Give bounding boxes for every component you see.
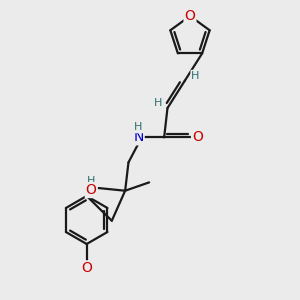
Text: H: H — [191, 71, 200, 81]
Text: H: H — [134, 122, 143, 132]
Text: O: O — [184, 9, 195, 23]
Text: H: H — [87, 176, 95, 186]
Text: H: H — [154, 98, 162, 108]
Text: O: O — [81, 261, 92, 275]
Text: O: O — [86, 183, 97, 197]
Text: N: N — [133, 130, 144, 144]
Text: O: O — [192, 130, 203, 144]
